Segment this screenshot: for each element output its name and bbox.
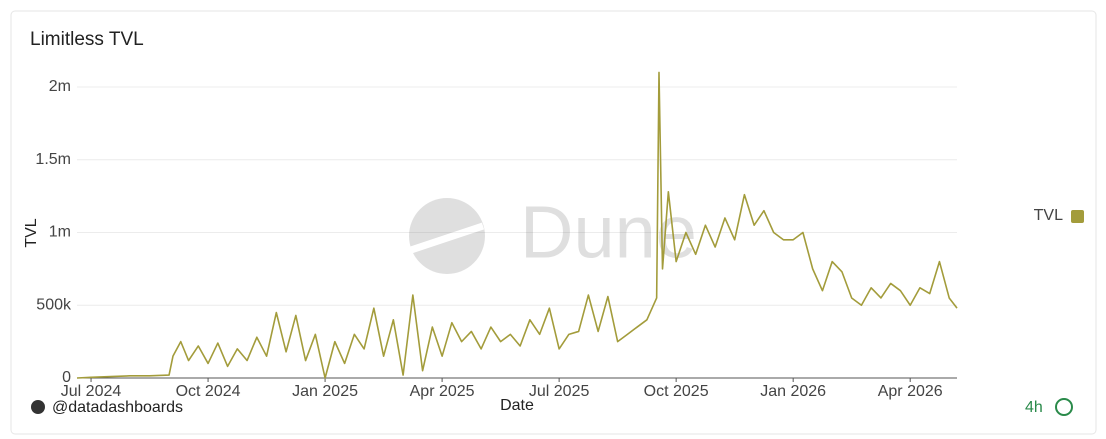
y-tick-label: 500k bbox=[36, 296, 72, 313]
legend-swatch bbox=[1071, 210, 1084, 223]
author-avatar bbox=[31, 400, 45, 414]
chart-title: Limitless TVL bbox=[30, 29, 144, 50]
x-tick-label: Jan 2026 bbox=[760, 383, 826, 400]
y-tick-label: 2m bbox=[49, 78, 71, 95]
x-tick-label: Jul 2024 bbox=[61, 383, 122, 400]
watermark-logo-cut bbox=[409, 222, 485, 254]
watermark: Dune bbox=[409, 191, 697, 274]
y-tick-label: 1m bbox=[49, 224, 71, 241]
y-tick-label: 1.5m bbox=[35, 151, 71, 168]
author[interactable]: @datadashboards bbox=[52, 399, 183, 416]
watermark-logo bbox=[409, 198, 485, 274]
x-tick-label: Jan 2025 bbox=[292, 383, 358, 400]
y-tick-label: 0 bbox=[62, 369, 71, 386]
x-tick-label: Apr 2025 bbox=[410, 383, 475, 400]
refresh-icon[interactable] bbox=[1055, 398, 1073, 416]
legend-label: TVL bbox=[1034, 207, 1063, 224]
x-tick-label: Jul 2025 bbox=[529, 383, 590, 400]
x-axis-label: Date bbox=[500, 397, 534, 414]
line-series bbox=[76, 71, 958, 379]
frame bbox=[10, 10, 1097, 435]
y-axis-label: TVL bbox=[23, 218, 40, 247]
refresh-badge[interactable]: 4h bbox=[1025, 399, 1043, 416]
x-tick-label: Apr 2026 bbox=[878, 383, 943, 400]
x-tick-label: Oct 2024 bbox=[176, 383, 241, 400]
x-tick-label: Oct 2025 bbox=[644, 383, 709, 400]
